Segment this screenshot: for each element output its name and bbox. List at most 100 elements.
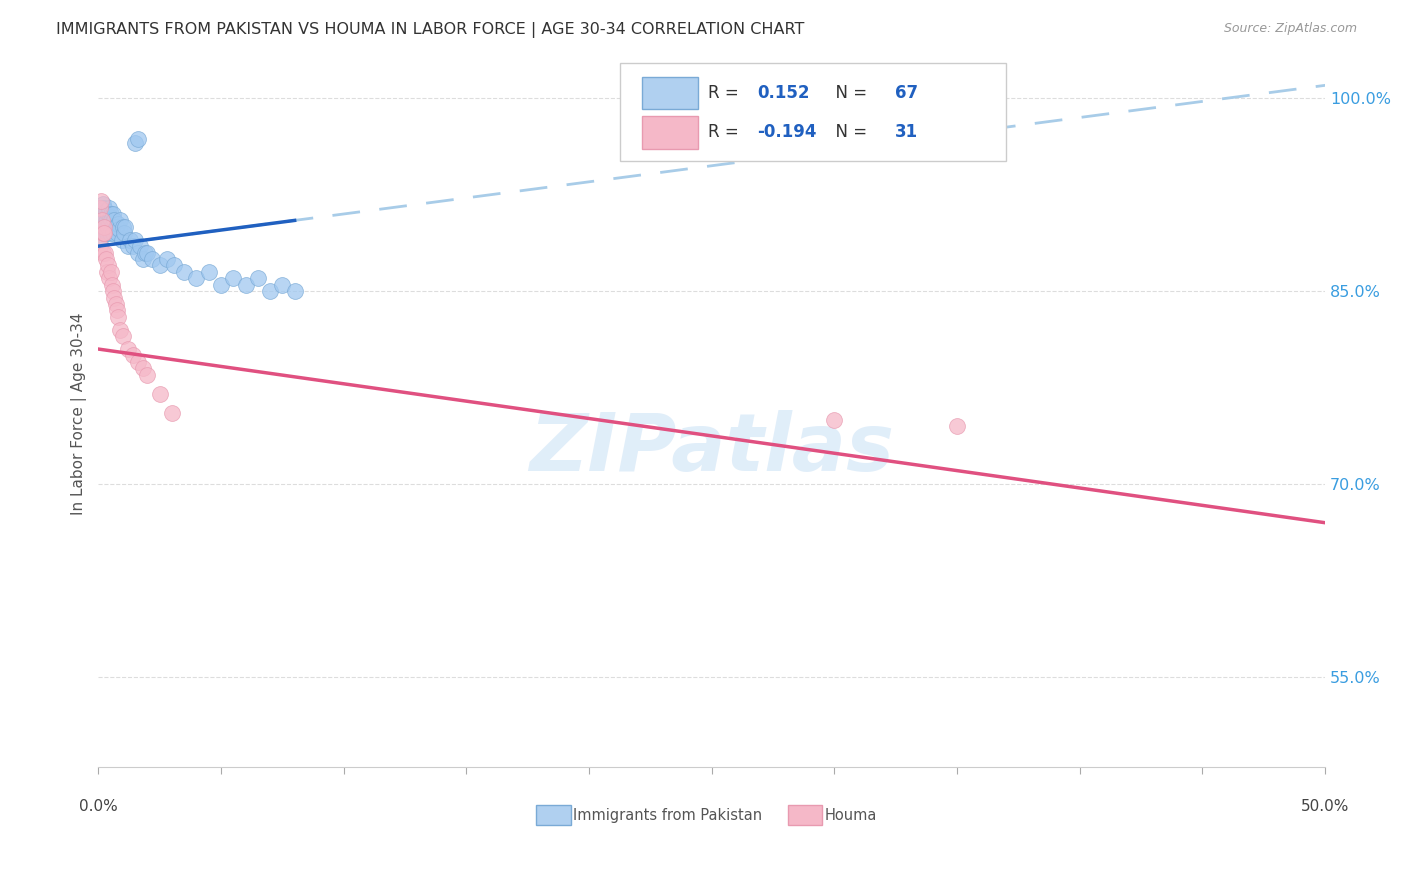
Point xyxy=(89,201,111,215)
Text: Immigrants from Pakistan: Immigrants from Pakistan xyxy=(574,808,762,822)
Point xyxy=(91,204,114,219)
Point xyxy=(259,284,281,298)
Point xyxy=(149,387,172,401)
Point xyxy=(91,219,114,234)
Point xyxy=(97,207,120,221)
Point xyxy=(96,204,118,219)
Point xyxy=(101,219,124,234)
Point xyxy=(141,252,163,266)
Text: IMMIGRANTS FROM PAKISTAN VS HOUMA IN LABOR FORCE | AGE 30-34 CORRELATION CHART: IMMIGRANTS FROM PAKISTAN VS HOUMA IN LAB… xyxy=(56,22,804,38)
Point xyxy=(134,245,156,260)
Point xyxy=(121,349,143,363)
Point xyxy=(89,233,111,247)
Point xyxy=(107,217,129,231)
Point xyxy=(94,245,117,260)
Point xyxy=(284,284,307,298)
Point xyxy=(127,355,149,369)
Point xyxy=(112,227,135,241)
Point xyxy=(186,271,208,285)
Text: 67: 67 xyxy=(894,84,918,102)
Point xyxy=(93,217,115,231)
Point xyxy=(89,239,111,253)
Point xyxy=(98,217,121,231)
FancyBboxPatch shape xyxy=(641,116,699,149)
Point xyxy=(90,207,112,221)
Point xyxy=(91,213,114,227)
Point xyxy=(94,219,117,234)
Point xyxy=(104,219,127,234)
Point xyxy=(103,291,125,305)
Point xyxy=(946,419,969,434)
Point xyxy=(94,222,117,236)
FancyBboxPatch shape xyxy=(641,77,699,109)
Point xyxy=(100,207,122,221)
Point xyxy=(105,303,128,318)
Point xyxy=(131,252,153,266)
FancyBboxPatch shape xyxy=(787,805,823,825)
Point xyxy=(90,201,112,215)
Point xyxy=(110,323,132,337)
Point xyxy=(117,342,139,356)
Point xyxy=(823,413,845,427)
Text: Source: ZipAtlas.com: Source: ZipAtlas.com xyxy=(1223,22,1357,36)
Point xyxy=(127,132,149,146)
Point xyxy=(98,271,121,285)
Point xyxy=(93,227,115,241)
Point xyxy=(124,233,146,247)
Point xyxy=(98,210,121,224)
Point xyxy=(90,194,112,208)
Point xyxy=(156,252,179,266)
Point xyxy=(127,245,149,260)
Point xyxy=(93,227,115,241)
Point xyxy=(246,271,269,285)
Text: 31: 31 xyxy=(894,123,918,142)
Text: 0.0%: 0.0% xyxy=(79,799,118,814)
Point xyxy=(93,210,115,224)
Text: 50.0%: 50.0% xyxy=(1301,799,1350,814)
Point xyxy=(160,406,183,420)
Point xyxy=(103,213,125,227)
Text: N =: N = xyxy=(824,84,872,102)
Point xyxy=(110,213,132,227)
Point xyxy=(93,201,115,215)
Point xyxy=(91,196,114,211)
Point xyxy=(209,277,232,292)
Point xyxy=(91,227,114,241)
Text: ZIPatlas: ZIPatlas xyxy=(529,409,894,488)
Point xyxy=(117,239,139,253)
Point xyxy=(90,210,112,224)
Point xyxy=(101,227,124,241)
Point xyxy=(111,329,134,343)
Point xyxy=(114,219,136,234)
Point xyxy=(101,277,124,292)
Point xyxy=(89,213,111,227)
Text: R =: R = xyxy=(709,123,744,142)
Point xyxy=(96,213,118,227)
Point xyxy=(104,297,127,311)
Point xyxy=(136,245,159,260)
Point xyxy=(101,284,124,298)
Point xyxy=(91,213,114,227)
Point xyxy=(97,201,120,215)
Text: -0.194: -0.194 xyxy=(758,123,817,142)
Point xyxy=(131,361,153,376)
Point xyxy=(108,222,131,236)
Point xyxy=(98,227,121,241)
Point xyxy=(173,265,195,279)
Text: R =: R = xyxy=(709,84,744,102)
Point xyxy=(91,245,114,260)
Point xyxy=(271,277,294,292)
Point xyxy=(105,227,128,241)
Point xyxy=(101,207,124,221)
Point xyxy=(121,239,143,253)
Point xyxy=(124,136,146,151)
Point xyxy=(100,265,122,279)
Text: Houma: Houma xyxy=(824,808,877,822)
Point xyxy=(111,219,134,234)
Point xyxy=(111,233,134,247)
Point xyxy=(93,219,115,234)
Point xyxy=(93,207,115,221)
Point xyxy=(129,239,152,253)
FancyBboxPatch shape xyxy=(536,805,571,825)
Point xyxy=(90,219,112,234)
